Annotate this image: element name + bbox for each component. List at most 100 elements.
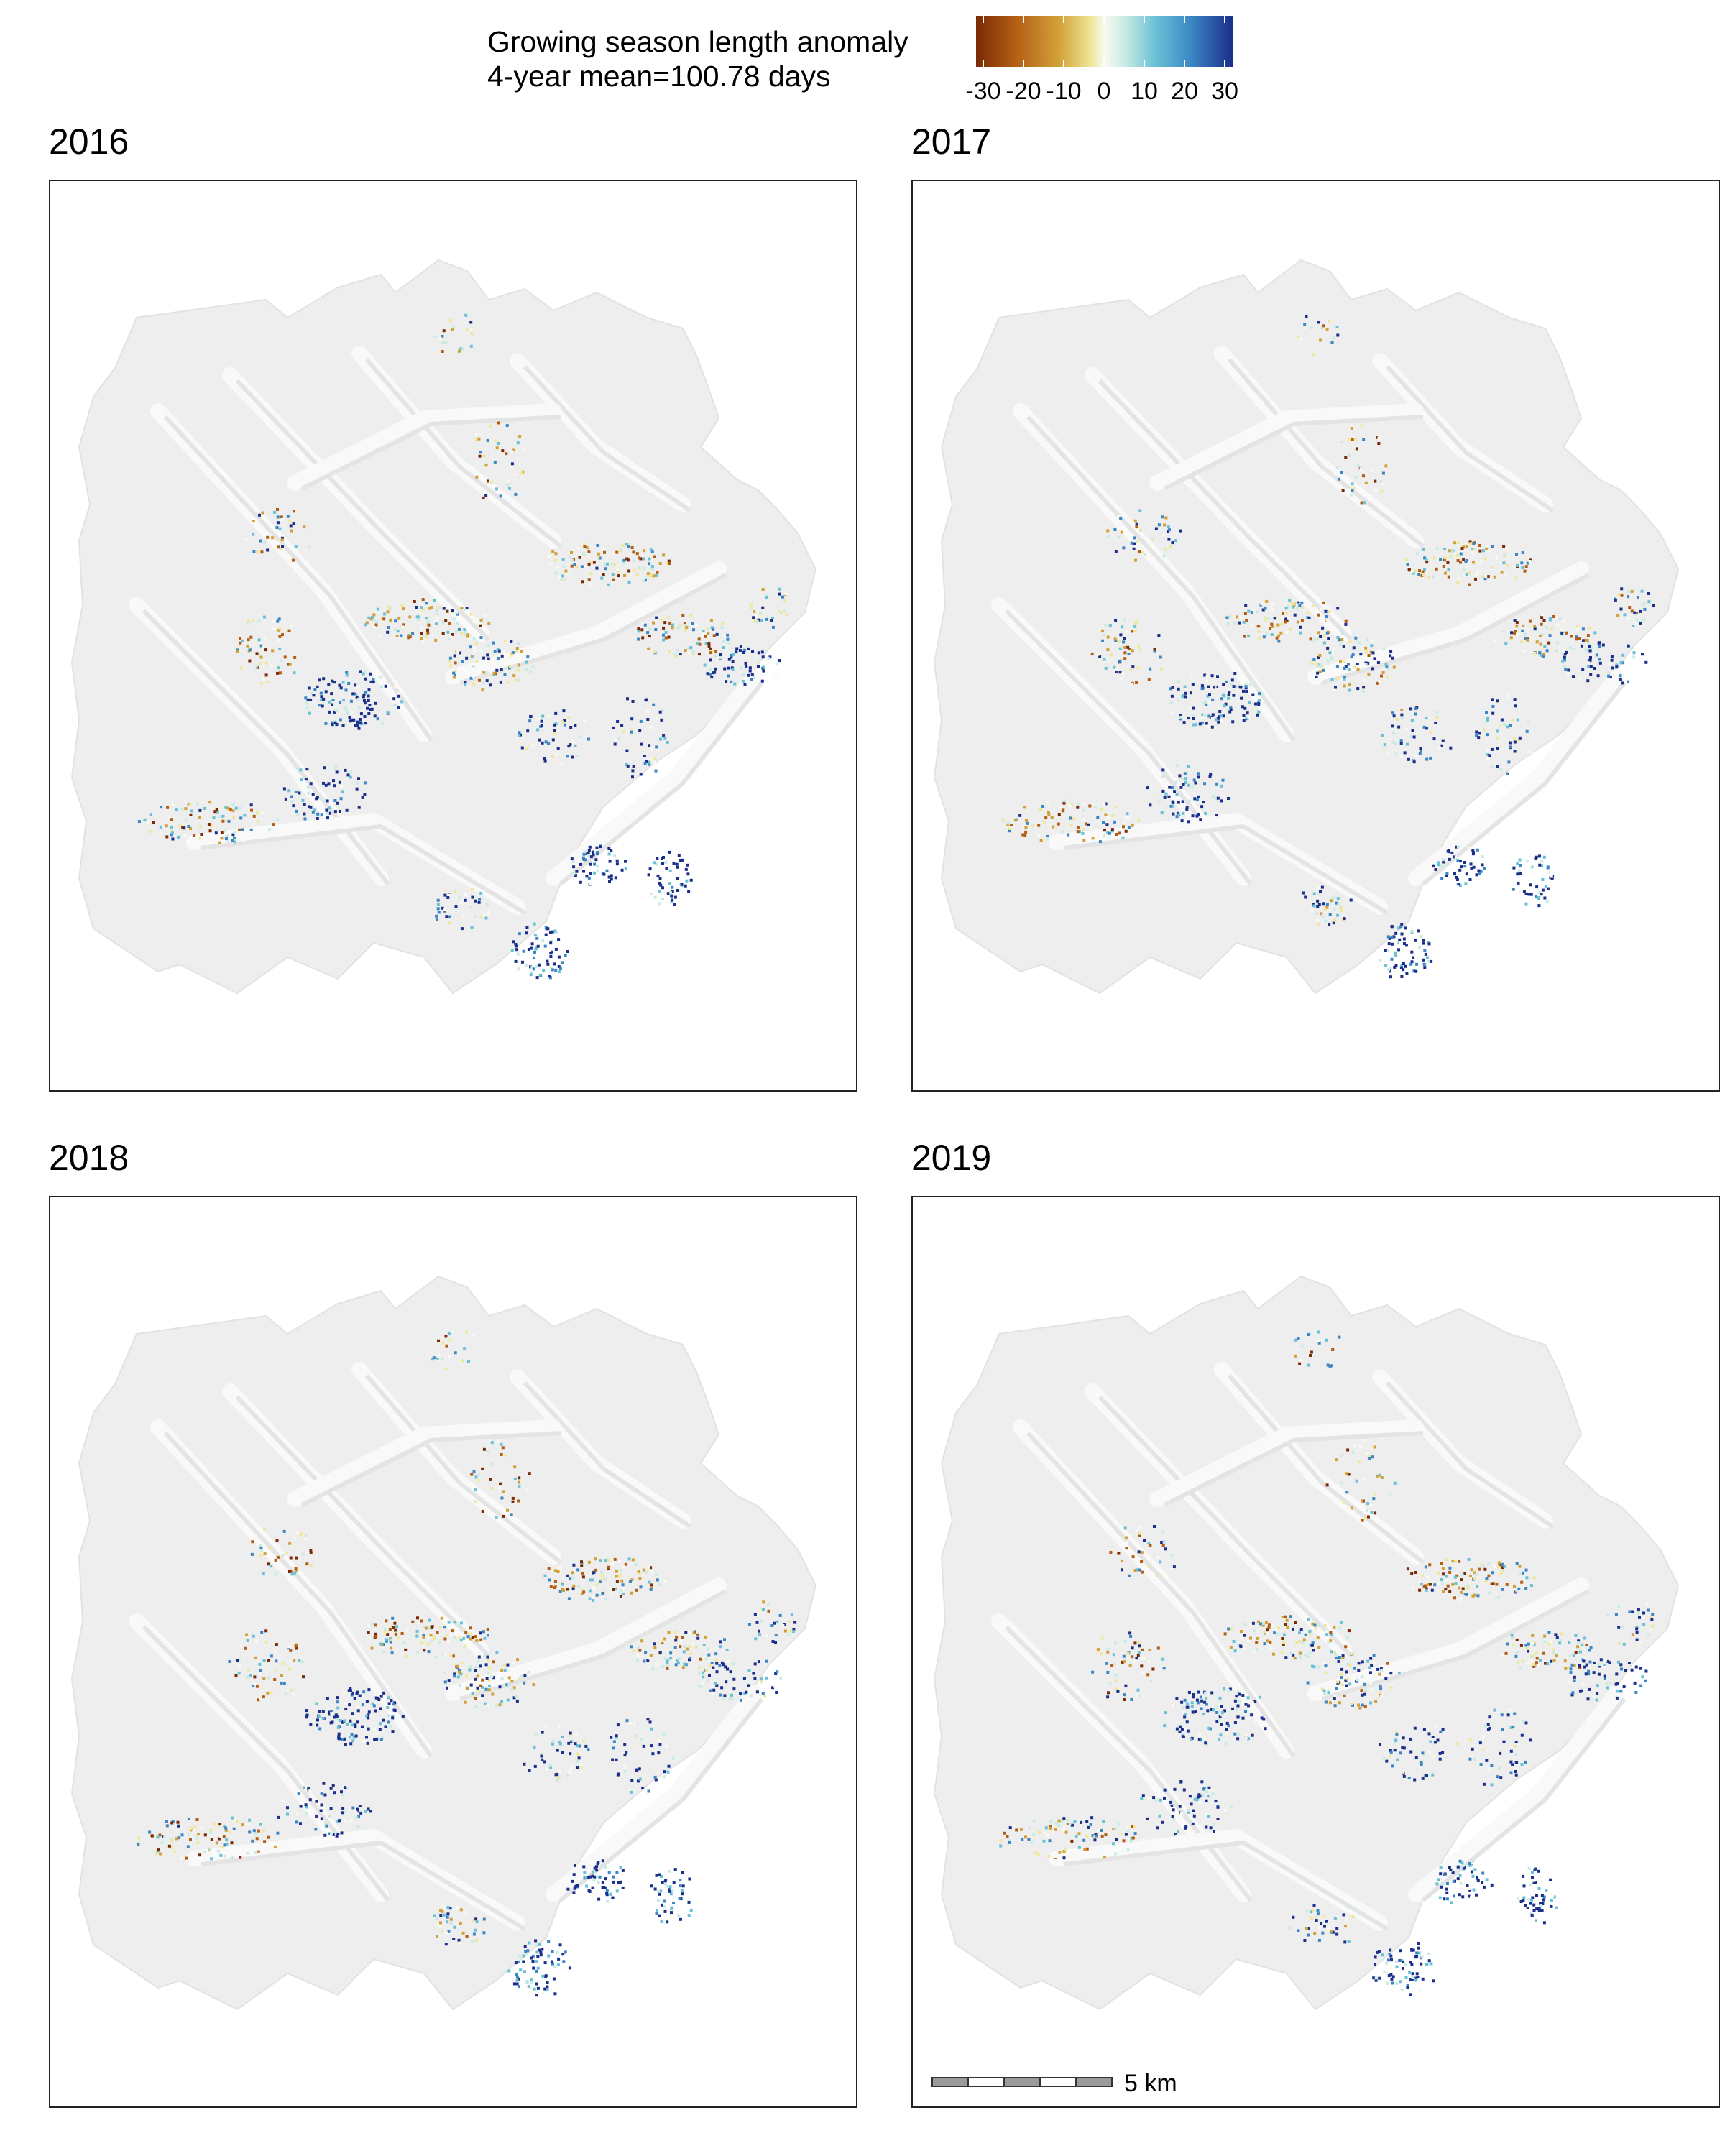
anomaly-pixel [152, 821, 155, 824]
anomaly-pixel [1596, 1692, 1599, 1695]
anomaly-pixel [1312, 658, 1316, 661]
anomaly-pixel [1440, 1893, 1444, 1897]
anomaly-pixel [621, 544, 625, 548]
anomaly-pixel [1519, 872, 1522, 875]
anomaly-pixel [656, 857, 659, 860]
anomaly-pixel [1459, 1881, 1463, 1885]
anomaly-pixel [622, 1587, 626, 1590]
anomaly-pixel [333, 1715, 336, 1719]
anomaly-pixel [287, 1645, 290, 1649]
anomaly-pixel [1129, 1634, 1133, 1638]
anomaly-pixel [525, 931, 528, 935]
anomaly-pixel [1295, 1641, 1299, 1644]
anomaly-pixel [1191, 814, 1195, 818]
anomaly-pixel [183, 826, 186, 830]
anomaly-pixel [1183, 772, 1187, 775]
anomaly-pixel [341, 790, 344, 793]
anomaly-pixel [516, 668, 520, 672]
anomaly-pixel [1198, 722, 1202, 726]
anomaly-pixel [1399, 966, 1403, 969]
anomaly-pixel [510, 462, 514, 466]
anomaly-pixel [1413, 569, 1417, 573]
anomaly-pixel [1132, 547, 1136, 550]
anomaly-pixel [1372, 1976, 1376, 1980]
anomaly-pixel [1123, 1693, 1126, 1697]
anomaly-pixel [612, 1880, 615, 1884]
anomaly-pixel [461, 1359, 464, 1363]
anomaly-pixel [1339, 628, 1343, 632]
anomaly-pixel [1320, 885, 1324, 889]
anomaly-pixel [533, 922, 536, 926]
anomaly-pixel [727, 642, 730, 645]
anomaly-pixel [536, 1955, 540, 1958]
anomaly-pixel [334, 765, 338, 768]
anomaly-pixel [1399, 739, 1403, 742]
anomaly-pixel [727, 666, 730, 670]
anomaly-pixel [1057, 822, 1060, 826]
anomaly-pixel [1232, 694, 1236, 697]
anomaly-pixel [1330, 1650, 1333, 1654]
anomaly-pixel [1369, 650, 1373, 654]
anomaly-pixel [1479, 870, 1483, 873]
anomaly-pixel [1085, 1834, 1089, 1838]
anomaly-pixel [1552, 1648, 1555, 1651]
anomaly-pixel [1299, 625, 1302, 629]
anomaly-pixel [1256, 625, 1260, 628]
anomaly-pixel [1413, 1778, 1417, 1782]
anomaly-pixel [1082, 808, 1085, 812]
anomaly-pixel [1167, 525, 1170, 529]
anomaly-pixel [449, 635, 453, 639]
anomaly-pixel [484, 494, 488, 497]
anomaly-pixel [1524, 1644, 1528, 1647]
anomaly-pixel [499, 494, 502, 498]
anomaly-pixel [350, 711, 354, 714]
anomaly-pixel [698, 653, 701, 656]
anomaly-pixel [773, 1621, 776, 1625]
anomaly-pixel [267, 1835, 270, 1839]
anomaly-pixel [1256, 713, 1259, 717]
anomaly-pixel [1184, 1825, 1188, 1828]
anomaly-pixel [760, 679, 764, 683]
anomaly-pixel [305, 706, 309, 709]
anomaly-pixel [393, 1621, 397, 1625]
anomaly-pixel [1216, 796, 1220, 800]
anomaly-pixel [1336, 1680, 1340, 1684]
anomaly-pixel [1366, 638, 1369, 642]
anomaly-pixel [637, 637, 640, 641]
anomaly-pixel [1298, 604, 1302, 607]
anomaly-pixel [1380, 1476, 1384, 1479]
anomaly-pixel [642, 1744, 645, 1748]
anomaly-pixel [1406, 1986, 1409, 1989]
anomaly-pixel [1488, 1715, 1491, 1719]
terrain-shadow [364, 358, 562, 548]
anomaly-pixel [390, 1699, 393, 1703]
anomaly-pixel [1093, 806, 1097, 809]
anomaly-pixel [1162, 533, 1166, 537]
anomaly-pixel [1556, 623, 1560, 627]
anomaly-pixel [1455, 1574, 1459, 1577]
anomaly-pixel [613, 854, 617, 858]
anomaly-pixel [1387, 942, 1391, 946]
anomaly-pixel [615, 1736, 618, 1739]
anomaly-pixel [1392, 935, 1396, 939]
anomaly-pixel [1393, 965, 1397, 969]
anomaly-pixel [578, 1744, 581, 1748]
anomaly-pixel [1096, 1648, 1100, 1651]
anomaly-pixel [375, 1731, 379, 1735]
anomaly-pixel [479, 915, 483, 918]
anomaly-pixel [489, 425, 492, 428]
anomaly-pixel [709, 619, 713, 622]
anomaly-pixel [615, 1871, 619, 1874]
anomaly-pixel [278, 635, 282, 638]
anomaly-pixel [1501, 1570, 1505, 1573]
anomaly-pixel [1604, 1659, 1607, 1662]
anomaly-pixel [1496, 765, 1499, 768]
anomaly-pixel [1380, 489, 1384, 493]
anomaly-pixel [470, 926, 474, 929]
anomaly-pixel [1535, 640, 1539, 644]
anomaly-pixel [571, 860, 575, 863]
anomaly-pixel [1445, 872, 1449, 875]
anomaly-pixel [356, 724, 360, 728]
anomaly-pixel [338, 780, 341, 784]
anomaly-pixel [504, 1454, 507, 1457]
